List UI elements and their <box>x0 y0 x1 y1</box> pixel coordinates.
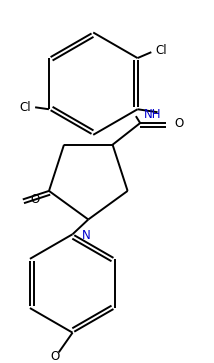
Text: O: O <box>31 193 40 206</box>
Text: N: N <box>82 229 91 242</box>
Text: NH: NH <box>144 108 161 121</box>
Text: O: O <box>175 117 184 130</box>
Text: Cl: Cl <box>155 44 167 57</box>
Text: O: O <box>50 350 59 363</box>
Text: Cl: Cl <box>19 101 31 114</box>
